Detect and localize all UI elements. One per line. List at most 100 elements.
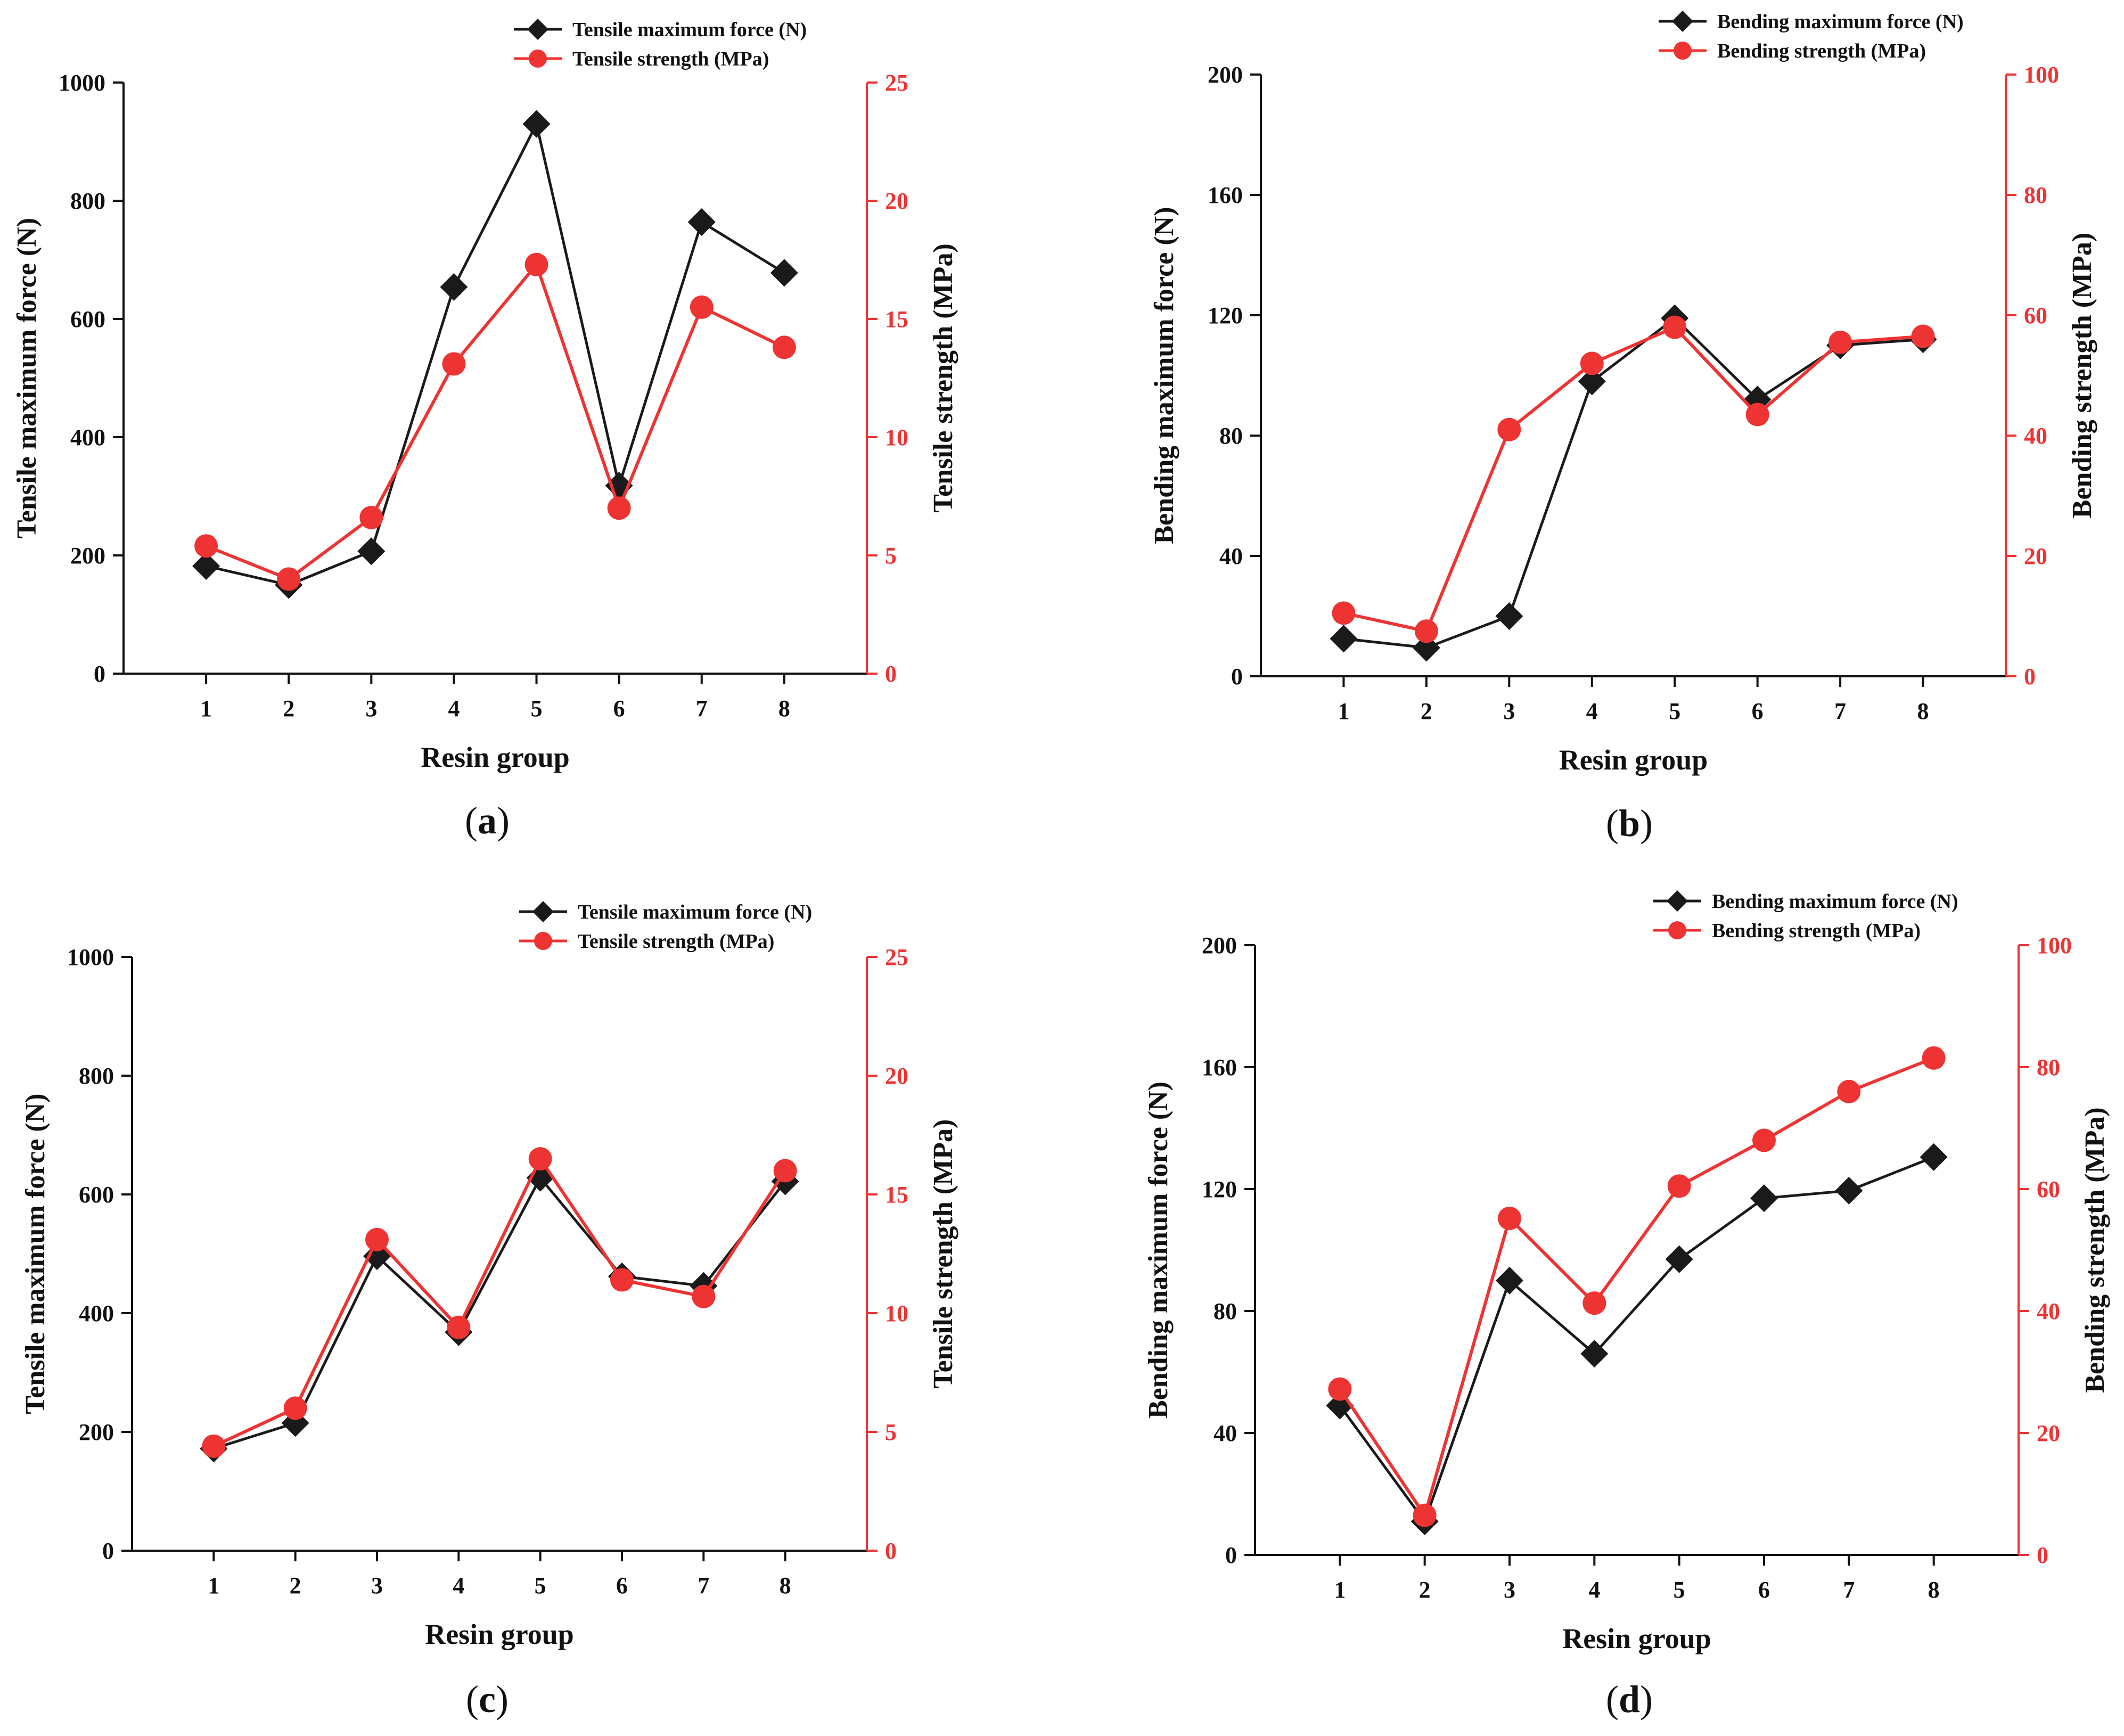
panel-d: 0 40 80 120 160 200 0 20 40 60 80 100 1 2 3 4 5 6 7 8 Resin …	[1143, 890, 2110, 1721]
right-tick-label: 15	[885, 1182, 908, 1208]
left-tick-label: 80	[1219, 423, 1243, 449]
legend-entry: Tensile maximum force (N)	[578, 901, 812, 923]
legend-entry: Tensile strength (MPa)	[572, 48, 769, 70]
right-tick-label: 60	[2024, 302, 2047, 329]
left-tick-label: 1000	[67, 944, 114, 970]
data-point-strength	[1667, 1174, 1691, 1198]
data-point-strength	[524, 252, 548, 276]
right-tick-label: 15	[885, 306, 908, 332]
right-tick-label: 20	[2024, 543, 2047, 569]
x-tick-label: 7	[1834, 698, 1846, 724]
right-tick-label: 80	[2024, 182, 2047, 208]
series-line-force	[206, 120, 785, 587]
x-tick-label: 7	[1843, 1577, 1855, 1603]
data-point-strength	[277, 567, 301, 591]
x-axis-label: Resin group	[425, 1618, 574, 1650]
right-axis-label: Tensile strength (MPa)	[928, 1119, 958, 1389]
data-point-strength	[528, 1147, 552, 1171]
data-point-force	[687, 208, 716, 236]
x-tick-label: 8	[1917, 698, 1929, 724]
data-point-force	[522, 110, 551, 138]
left-tick-label: 800	[70, 188, 105, 214]
data-point-strength	[283, 1396, 307, 1420]
x-tick-label: 7	[696, 695, 708, 722]
left-tick-label: 800	[79, 1063, 114, 1089]
x-tick-label: 2	[1421, 698, 1432, 724]
data-point-strength	[1332, 601, 1356, 625]
data-point-strength	[1911, 324, 1935, 348]
legend-entry: Bending strength (MPa)	[1717, 40, 1926, 62]
right-tick-label: 25	[885, 70, 908, 96]
data-point-force	[1665, 1245, 1693, 1273]
legend-diamond-marker	[1667, 890, 1688, 912]
x-tick-label: 1	[1334, 1577, 1346, 1603]
x-tick-label: 2	[1419, 1577, 1431, 1603]
right-axis-label: Bending strength (MPa)	[2067, 233, 2097, 518]
left-tick-label: 200	[1208, 62, 1243, 88]
left-tick-label: 400	[70, 424, 105, 451]
left-tick-label: 200	[1202, 932, 1237, 959]
left-axis-label: Bending maximum force (N)	[1143, 1082, 1174, 1419]
right-tick-label: 10	[885, 1300, 908, 1326]
panel-letter: d	[1619, 1678, 1640, 1721]
x-tick-label: 6	[616, 1573, 628, 1599]
left-tick-label: 40	[1213, 1420, 1237, 1446]
x-axis-label: Resin group	[421, 741, 570, 773]
panel-a: 0 200 400 600 800 1000 0 5 10 15 20 25 1 2 3 4 5 6 7 8 Resin…	[12, 19, 958, 842]
left-tick-label: 400	[79, 1300, 114, 1326]
right-tick-label: 0	[2024, 664, 2036, 690]
x-axis-label: Resin group	[1562, 1623, 1711, 1655]
x-tick-label: 1	[200, 695, 212, 722]
legend-diamond-marker	[1672, 11, 1693, 32]
x-tick-label: 6	[1752, 698, 1764, 724]
x-tick-label: 5	[1674, 1577, 1685, 1603]
panel-c: 0 200 400 600 800 1000 0 5 10 15 20 25 1 2 3 4 5 6 7 8 Resin…	[20, 901, 958, 1721]
panel-letter: c	[479, 1678, 496, 1721]
x-tick-label: 1	[208, 1573, 219, 1599]
right-tick-label: 100	[2037, 932, 2072, 959]
data-point-force	[1578, 367, 1606, 396]
x-tick-label: 6	[613, 695, 625, 722]
panel-label: (d)	[1606, 1678, 1653, 1721]
legend-entry: Bending maximum force (N)	[1712, 890, 1958, 913]
right-axis-label: Bending strength (MPa)	[2080, 1107, 2110, 1393]
legend-diamond-marker	[532, 901, 554, 922]
x-tick-label: 8	[778, 695, 790, 722]
legend-circle-marker	[529, 50, 547, 68]
legend-diamond-marker	[527, 19, 548, 40]
series-line-force	[213, 1175, 786, 1450]
data-point-force	[1835, 1176, 1863, 1205]
data-point-strength	[1837, 1079, 1861, 1103]
x-tick-label: 7	[698, 1573, 709, 1599]
data-point-strength	[1414, 619, 1438, 643]
left-tick-label: 0	[94, 661, 105, 687]
left-tick-label: 120	[1208, 302, 1243, 329]
panel-letter: a	[478, 799, 497, 842]
left-tick-label: 0	[1225, 1542, 1237, 1568]
x-tick-label: 6	[1758, 1577, 1770, 1603]
data-point-strength	[1922, 1046, 1946, 1070]
x-tick-label: 4	[453, 1573, 464, 1599]
data-point-strength	[1663, 315, 1687, 339]
data-point-force	[770, 259, 798, 287]
data-point-strength	[359, 505, 383, 529]
data-point-strength	[442, 352, 466, 376]
data-point-strength	[772, 335, 796, 359]
x-tick-label: 2	[283, 695, 294, 722]
data-point-strength	[365, 1227, 389, 1251]
left-tick-label: 200	[79, 1419, 114, 1445]
x-tick-label: 5	[535, 1573, 546, 1599]
x-tick-label: 4	[1588, 1577, 1600, 1603]
right-tick-label: 10	[885, 424, 908, 451]
data-point-strength	[1580, 351, 1604, 375]
data-point-force	[1412, 634, 1440, 662]
data-point-strength	[610, 1268, 634, 1292]
right-tick-label: 100	[2024, 62, 2059, 88]
data-point-strength	[1498, 1206, 1521, 1230]
series-line-strength	[1343, 325, 1923, 633]
data-point-force	[1920, 1143, 1948, 1171]
data-point-strength	[1745, 403, 1769, 427]
right-tick-label: 40	[2037, 1298, 2060, 1324]
data-point-force	[1580, 1340, 1609, 1368]
left-axis-label: Tensile maximum force (N)	[20, 1093, 51, 1414]
